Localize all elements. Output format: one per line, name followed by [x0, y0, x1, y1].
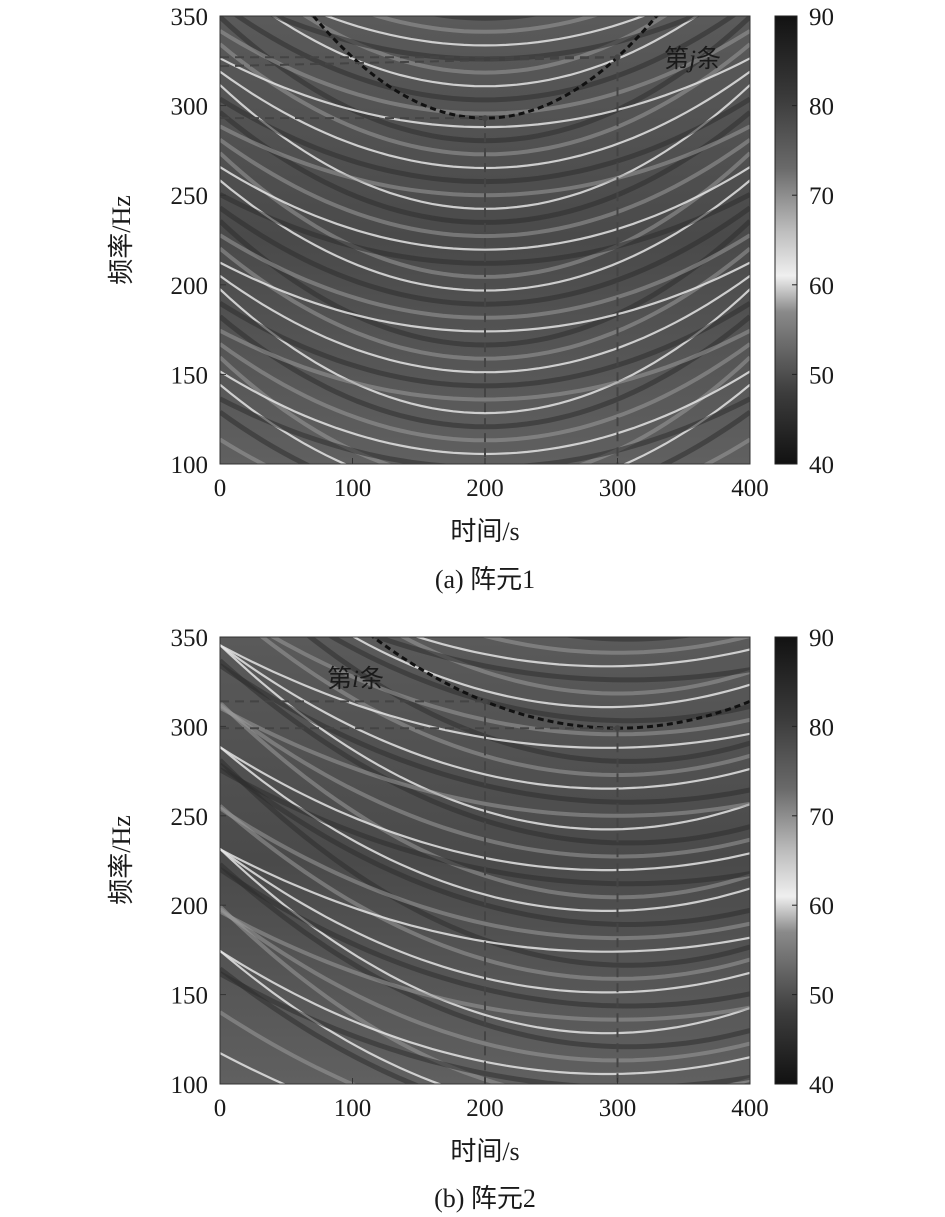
curve-annotation: 第j条 [664, 45, 721, 73]
colorbar-tick-label: 40 [809, 452, 834, 479]
spectrogram-band [220, 275, 750, 374]
y-tick-label: 250 [171, 183, 209, 210]
guide-point [482, 115, 488, 122]
x-tick-label: 100 [334, 1095, 372, 1122]
spectrogram-band [271, 16, 699, 88]
spectrogram-band [351, 637, 750, 709]
spectrogram-band [220, 328, 750, 402]
spectrogram-band [220, 971, 750, 1084]
spectrogram-band [220, 907, 750, 1063]
spectrogram-band [220, 966, 420, 1084]
spectrogram-band [220, 29, 750, 116]
spectrogram-band [220, 663, 750, 805]
spectrogram-band [220, 301, 750, 389]
y-tick-label: 150 [171, 983, 209, 1010]
y-tick-label: 200 [171, 893, 209, 920]
y-tick-label: 150 [171, 362, 209, 389]
panel-caption: (a) 阵元1 [435, 565, 535, 594]
spectrogram-band [220, 166, 750, 251]
colorbar [774, 636, 798, 1085]
x-tick-label: 0 [214, 475, 227, 502]
spectrogram-band [220, 288, 750, 415]
spectrogram-band [220, 138, 750, 239]
colorbar-tick-label: 60 [809, 273, 834, 300]
guide-lines [220, 637, 750, 1084]
y-tick-label: 350 [171, 4, 209, 31]
x-tick-label: 100 [334, 475, 372, 502]
x-axis-label: 时间/s [450, 1137, 519, 1166]
curve-annotation: 第i条 [327, 665, 384, 693]
y-tick-label: 200 [171, 273, 209, 300]
x-tick-label: 300 [599, 475, 637, 502]
spectrogram-band [399, 637, 750, 696]
guide-horizontal [219, 56, 618, 68]
spectrogram-bands [220, 637, 750, 1084]
spectrogram-band [370, 16, 600, 34]
spectrogram-band [430, 16, 540, 21]
spectrogram-band [370, 637, 750, 683]
colorbar-ticks: 40 50 60 70 80 90 [792, 625, 834, 1099]
spectrogram-band [220, 758, 750, 968]
spectrogram-band [220, 701, 750, 900]
guide-point [614, 725, 621, 732]
spectrogram-band [268, 16, 702, 62]
spectrogram-band [220, 705, 750, 818]
spectrogram-band [233, 16, 737, 103]
x-tick-label: 0 [214, 1095, 227, 1122]
y-tick-label: 300 [171, 94, 209, 121]
spectrogram-band [220, 658, 750, 846]
colorbar-ticks: 40 50 60 70 80 90 [792, 4, 834, 479]
x-tick-label: 200 [466, 475, 504, 502]
spectrogram-band [481, 637, 750, 655]
spectrogram-band [259, 637, 750, 777]
y-tick-label: 300 [171, 714, 209, 741]
x-axis-ticks: 0 100 200 300 400 [214, 458, 769, 502]
spectrogram-band [414, 637, 750, 668]
y-axis-ticks: 100 150 200 250 300 350 [171, 625, 226, 1099]
colorbar-tick-label: 60 [809, 893, 834, 920]
spectrogram-band [220, 0, 750, 5]
y-axis-label: 频率/Hz [107, 195, 136, 285]
spectrogram-band [302, 16, 668, 75]
colorbar-tick-label: 90 [809, 4, 834, 31]
spectrogram-band [220, 383, 750, 464]
x-axis-ticks: 0 100 200 300 400 [214, 1078, 769, 1122]
colorbar-tick-label: 50 [809, 362, 834, 389]
spectrogram-band [220, 110, 750, 225]
guide-lines [219, 16, 659, 464]
y-tick-label: 100 [171, 1072, 209, 1099]
colorbar-tick-label: 50 [809, 983, 834, 1010]
spectrogram-band [220, 355, 750, 464]
x-tick-label: 400 [731, 475, 769, 502]
x-tick-label: 400 [731, 1095, 769, 1122]
x-axis-label: 时间/s [450, 517, 519, 546]
colorbar-tick-label: 40 [809, 1072, 834, 1099]
y-axis-ticks: 100 150 200 250 300 350 [171, 4, 226, 479]
y-axis-label: 频率/Hz [107, 815, 136, 905]
colorbar-tick-label: 90 [809, 625, 834, 652]
spectrogram-band [220, 644, 750, 790]
panel-caption: (b) 阵元2 [434, 1184, 536, 1213]
spectrogram-band [323, 16, 647, 47]
spectrogram-band [220, 1010, 358, 1084]
colorbar-tick-label: 70 [809, 183, 834, 210]
spectrogram-band [563, 637, 693, 642]
colorbar-tick-label: 80 [809, 94, 834, 121]
colorbar-tick-label: 70 [809, 804, 834, 831]
spectrogram-band [220, 396, 750, 464]
colorbar-tick-label: 80 [809, 714, 834, 741]
x-tick-label: 300 [599, 1095, 637, 1122]
guide-point [482, 698, 488, 705]
y-tick-label: 250 [171, 804, 209, 831]
spectrogram-band [220, 806, 750, 941]
y-tick-label: 350 [171, 625, 209, 652]
y-tick-label: 100 [171, 452, 209, 479]
x-tick-label: 200 [466, 1095, 504, 1122]
colorbar [774, 15, 798, 465]
spectrogram-band [220, 192, 750, 266]
